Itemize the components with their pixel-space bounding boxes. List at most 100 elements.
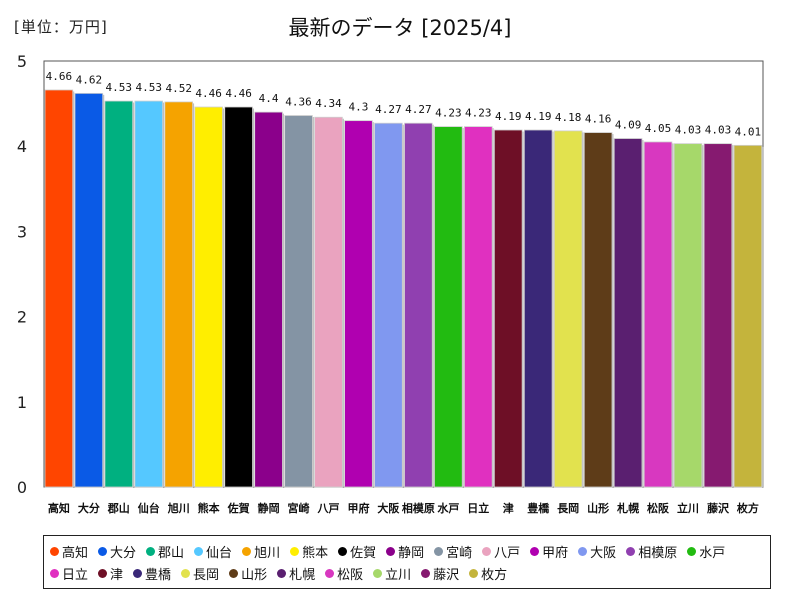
chart-title: 最新のデータ [2025/4]	[288, 16, 512, 40]
x-tick-label: 相模原	[402, 501, 435, 515]
data-label: 4.4	[259, 92, 279, 105]
unit-label: [単位：万円]	[14, 18, 108, 36]
data-label: 4.66	[46, 70, 73, 83]
bar	[314, 116, 343, 488]
y-tick-label: 4	[17, 137, 27, 156]
legend-entry: 宮崎	[434, 540, 472, 562]
bar	[733, 144, 763, 488]
legend-entry: 静岡	[386, 540, 424, 562]
legend-marker	[50, 546, 59, 556]
bar	[493, 129, 523, 488]
bar	[254, 111, 283, 488]
x-tick-label: 仙台	[138, 501, 160, 515]
x-tick-label: 大分	[78, 501, 100, 515]
bar	[553, 130, 583, 488]
legend-marker	[98, 546, 108, 556]
data-label: 4.01	[735, 125, 762, 138]
data-label: 4.03	[705, 124, 732, 137]
legend-entry: 枚方	[469, 562, 507, 584]
legend-label: 甲府	[542, 545, 569, 561]
data-label: 4.3	[349, 101, 369, 114]
legend-entry: 甲府	[530, 540, 568, 562]
legend-marker	[469, 568, 479, 578]
legend-label: 静岡	[398, 545, 425, 561]
bar	[703, 143, 733, 488]
data-label: 4.27	[405, 103, 432, 116]
bar	[434, 126, 463, 488]
legend-marker	[626, 546, 636, 556]
x-tick-label: 松阪	[647, 501, 670, 515]
bar	[374, 122, 403, 488]
x-tick-label: 山形	[587, 501, 609, 515]
legend-entry: 津	[98, 562, 123, 584]
legend-marker	[386, 546, 396, 556]
legend-entry: 大阪	[578, 540, 616, 562]
bar-chart: 0 1 2 3 4 5 4.66 高知 4.62 大分 4.53 郡山 4.53 仙台 4.52 旭川 4.46…	[17, 52, 764, 515]
bar	[673, 143, 703, 488]
bar	[224, 106, 253, 488]
data-label: 4.03	[675, 124, 702, 137]
x-tick-label: 津	[503, 501, 514, 515]
bar	[613, 138, 643, 488]
legend-entry: 仙台	[194, 540, 232, 562]
y-tick-label: 0	[17, 478, 27, 497]
legend-marker	[434, 546, 444, 556]
legend-entry: 熊本	[290, 540, 328, 562]
legend-entry: 日立	[50, 562, 88, 584]
x-tick-label: 静岡	[258, 501, 280, 515]
bar	[194, 106, 223, 488]
bar	[284, 115, 313, 488]
data-label: 4.62	[76, 73, 103, 86]
legend-marker	[338, 546, 348, 556]
legend-entry: 旭川	[242, 540, 280, 562]
legend-marker	[181, 568, 191, 578]
legend-entry: 佐賀	[338, 540, 376, 562]
legend-marker	[277, 568, 287, 578]
legend-marker	[482, 546, 492, 556]
legend-label: 札幌	[289, 567, 316, 583]
legend-entry: 札幌	[277, 562, 315, 584]
y-tick-label: 1	[17, 393, 27, 412]
data-label: 4.46	[195, 87, 222, 100]
data-label: 4.19	[495, 110, 522, 123]
x-tick-label: 札幌	[616, 501, 639, 515]
legend-label: 大阪	[590, 545, 617, 561]
bar	[583, 132, 613, 488]
data-label: 4.16	[585, 113, 612, 126]
legend-label: 佐賀	[350, 545, 377, 561]
bar	[104, 100, 134, 488]
legend-entry: 立川	[373, 562, 411, 584]
bar	[44, 89, 74, 488]
x-tick-label: 八戸	[317, 502, 340, 515]
data-label: 4.05	[645, 122, 672, 135]
data-label: 4.52	[165, 82, 192, 95]
legend-marker	[50, 568, 59, 578]
legend-marker	[290, 546, 300, 556]
bar	[134, 100, 164, 488]
legend-label: 熊本	[302, 545, 329, 561]
data-label: 4.36	[285, 96, 312, 109]
x-tick-label: 日立	[467, 501, 489, 515]
data-label: 4.19	[525, 110, 552, 123]
legend-marker	[229, 568, 239, 578]
x-tick-label: 旭川	[167, 501, 190, 515]
legend-entry: 相模原	[626, 540, 677, 562]
data-label: 4.46	[225, 87, 252, 100]
legend-label: 大分	[110, 545, 137, 561]
legend-label: 宮崎	[446, 545, 473, 561]
data-label: 4.53	[136, 81, 163, 94]
legend-entry: 水戸	[687, 540, 725, 562]
x-tick-label: 立川	[677, 501, 699, 515]
legend-label: 旭川	[254, 545, 281, 561]
bar	[643, 141, 673, 488]
legend-marker	[242, 546, 252, 556]
data-label: 4.18	[555, 111, 582, 124]
legend-label: 相模原	[638, 545, 678, 561]
x-tick-label: 藤沢	[707, 501, 730, 515]
bar	[164, 101, 193, 488]
legend-label: 高知	[62, 545, 89, 561]
data-label: 4.09	[615, 119, 642, 132]
bar	[74, 92, 104, 488]
x-tick-label: 佐賀	[227, 501, 250, 515]
